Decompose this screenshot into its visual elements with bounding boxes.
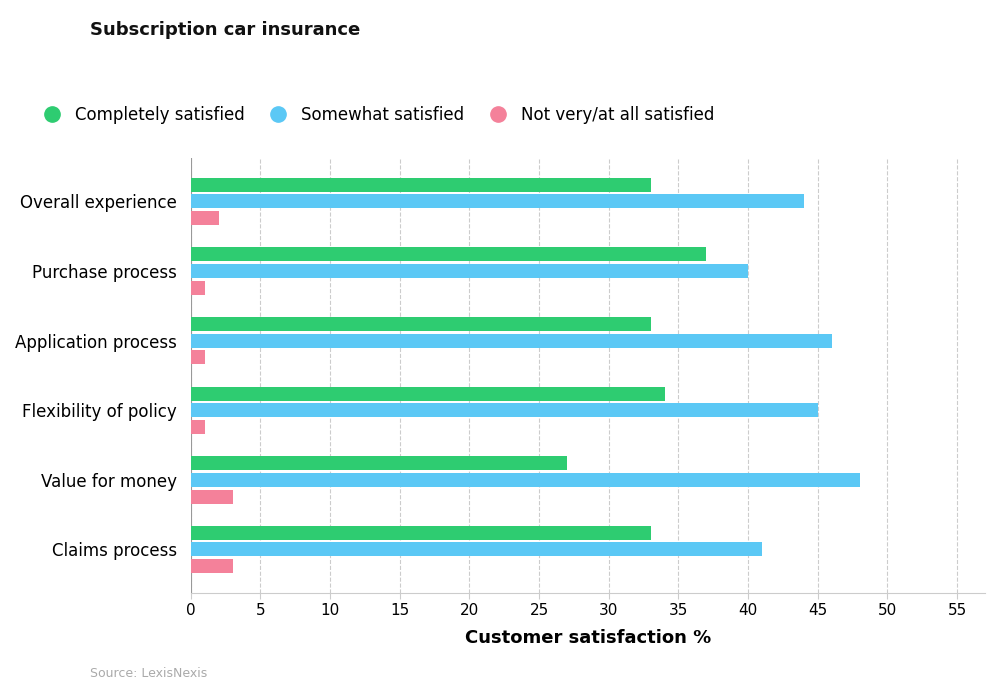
Text: Subscription car insurance: Subscription car insurance xyxy=(90,21,360,39)
Bar xyxy=(191,211,219,225)
Bar xyxy=(191,420,205,434)
Bar xyxy=(191,456,567,470)
Bar xyxy=(191,195,804,208)
Text: Source: LexisNexis: Source: LexisNexis xyxy=(90,667,207,680)
Bar xyxy=(191,351,205,364)
Bar xyxy=(191,542,762,556)
Bar xyxy=(191,334,832,348)
X-axis label: Customer satisfaction %: Customer satisfaction % xyxy=(465,629,711,647)
Bar xyxy=(191,178,651,192)
Bar xyxy=(191,490,233,504)
Bar xyxy=(191,281,205,295)
Bar xyxy=(191,473,860,487)
Bar xyxy=(191,559,233,573)
Bar xyxy=(191,248,706,262)
Bar xyxy=(191,386,665,400)
Bar xyxy=(191,317,651,331)
Legend: Completely satisfied, Somewhat satisfied, Not very/at all satisfied: Completely satisfied, Somewhat satisfied… xyxy=(28,99,721,130)
Bar xyxy=(191,403,818,417)
Bar xyxy=(191,526,651,540)
Bar xyxy=(191,264,748,278)
